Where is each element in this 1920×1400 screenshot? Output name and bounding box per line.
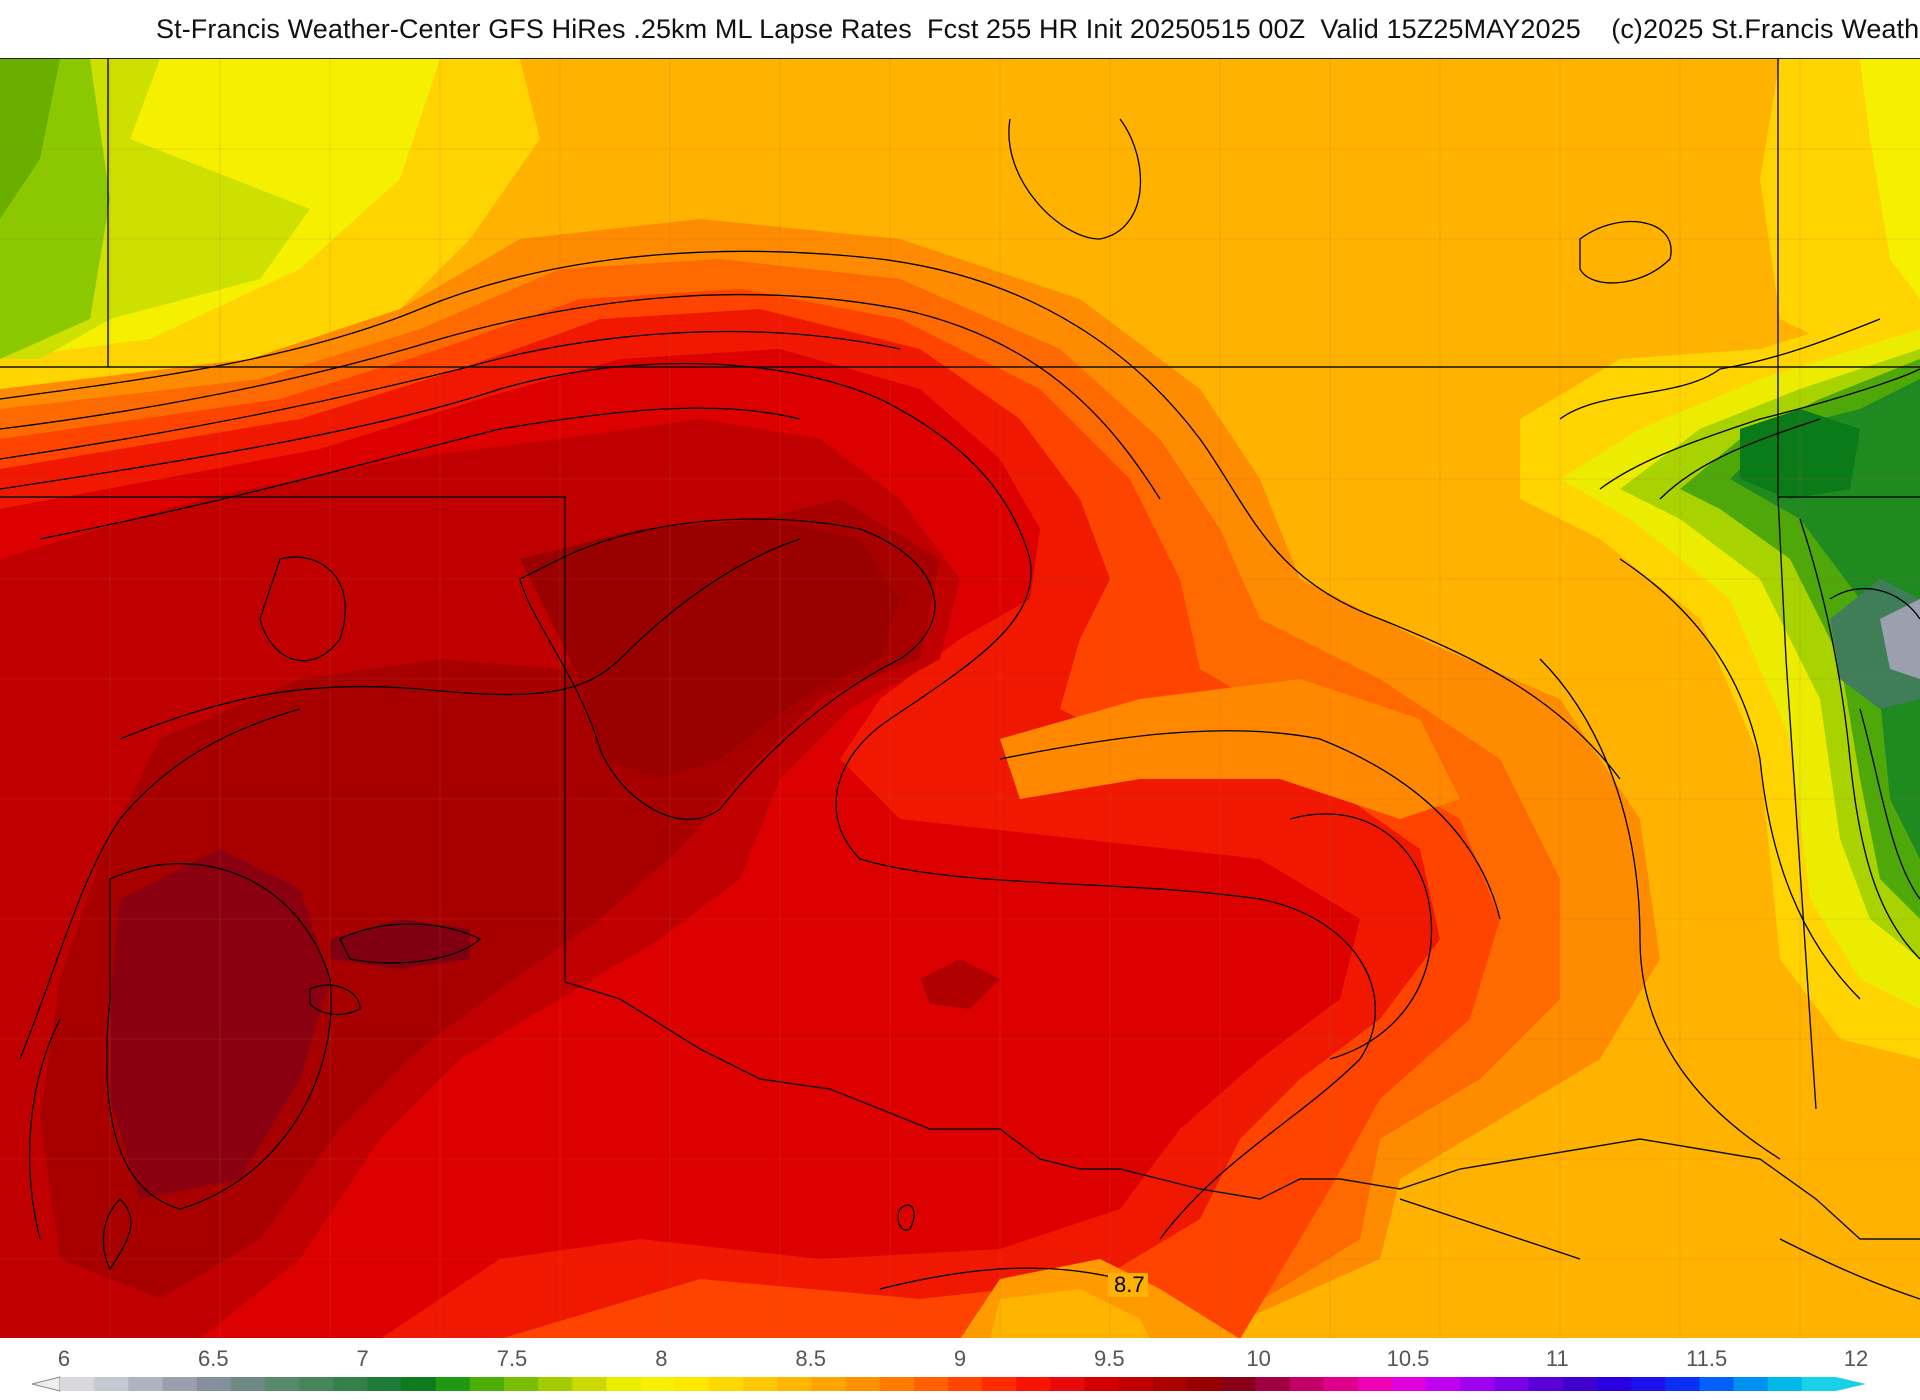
colorbar-swatch: [333, 1377, 368, 1391]
colorbar-swatch: [1733, 1377, 1769, 1391]
colorbar-swatch: [162, 1377, 198, 1391]
colorbar-swatch: [811, 1377, 847, 1391]
map-canvas: 8.7: [0, 59, 1920, 1339]
colorbar-tick-label: 11: [1545, 1346, 1569, 1371]
colorbar-swatch: [1665, 1377, 1700, 1391]
colorbar-tick-label: 11.5: [1686, 1346, 1728, 1371]
colorbar-swatch: [1152, 1377, 1188, 1391]
colorbar-swatch: [743, 1377, 778, 1391]
colorbar: 6 6.5 7 7.5 8 8.5 9 9.5 10 10.5 11 11.5 12: [0, 1338, 1920, 1400]
contour-label-bg: [1108, 1273, 1148, 1297]
colorbar-swatch: [982, 1377, 1017, 1391]
colorbar-swatch: [1631, 1377, 1666, 1391]
lapse-rate-map: 8.7: [0, 58, 1920, 1340]
colorbar-tick-label: 12: [1843, 1346, 1869, 1371]
colorbar-swatch: [504, 1377, 539, 1391]
colorbar-swatch: [879, 1377, 915, 1391]
colorbar-swatch: [196, 1377, 232, 1391]
colorbar-swatch: [674, 1377, 710, 1391]
maroon-core-sw: [110, 849, 330, 1199]
colorbar-swatch: [1392, 1377, 1427, 1391]
map-title: St-Francis Weather-Center GFS HiRes .25k…: [156, 14, 1920, 44]
colorbar-tick-label: 8.5: [795, 1346, 826, 1371]
title-bar: St-Francis Weather-Center GFS HiRes .25k…: [0, 0, 1920, 58]
ne-bright-yellow-region: [1860, 59, 1920, 299]
colorbar-swatch: [1767, 1377, 1803, 1391]
colorbar-tick-label: 10.5: [1386, 1346, 1430, 1371]
contour-label: 8.7: [1114, 1272, 1145, 1297]
colorbar-swatch: [845, 1377, 881, 1391]
colorbar-swatch: [606, 1377, 642, 1391]
colorbar-tick-label: 7.5: [496, 1346, 528, 1371]
colorbar-swatch: [1528, 1377, 1564, 1391]
nw-dark-green-region: [0, 59, 60, 219]
contour-lines: [0, 118, 1920, 1300]
colorbar-swatch: [1562, 1377, 1598, 1391]
colorbar-swatch: [94, 1377, 129, 1391]
colorbar-swatch: [913, 1377, 949, 1391]
colorbar-swatch: [1323, 1377, 1359, 1391]
colorbar-swatch: [1255, 1377, 1291, 1391]
state-borders: [0, 59, 1920, 1240]
colorbar-swatch: [264, 1377, 300, 1391]
colorbar-swatch: [128, 1377, 163, 1391]
colorbar-swatch: [60, 1377, 95, 1391]
colorbar-swatch: [948, 1377, 983, 1391]
e-grey-blob: [1880, 599, 1920, 679]
colorbar-swatch: [640, 1377, 676, 1391]
colorbar-swatch: [572, 1377, 607, 1391]
colorbar-swatch: [708, 1377, 744, 1391]
east-center-orange-tongue: [1000, 679, 1460, 819]
colorbar-swatch: [1426, 1377, 1461, 1391]
colorbar-swatch: [1699, 1377, 1735, 1391]
colorbar-swatch: [1460, 1377, 1495, 1391]
colorbar-swatch: [230, 1377, 266, 1391]
colorbar-swatch: [1289, 1377, 1325, 1391]
colorbar-swatch: [1221, 1377, 1256, 1391]
colorbar-swatch: [469, 1377, 505, 1391]
colorbar-swatch: [401, 1377, 437, 1391]
colorbar-swatch: [538, 1377, 573, 1391]
colorbar-swatch: [1118, 1377, 1154, 1391]
dark-red-blob-south: [920, 959, 1000, 1009]
colorbar-tick-label: 9: [953, 1346, 967, 1371]
south-light-orange-patch: [990, 1289, 1150, 1339]
colorbar-tick-label: 7: [356, 1346, 369, 1371]
colorbar-tick-label: 10: [1246, 1346, 1271, 1371]
colorbar-swatch: [1494, 1377, 1530, 1391]
colorbar-swatch: [435, 1377, 471, 1391]
colorbar-swatch: [1016, 1377, 1051, 1391]
colorbar-right-arrow: [1836, 1377, 1866, 1391]
colorbar-swatch: [367, 1377, 403, 1391]
colorbar-swatch: [777, 1377, 812, 1391]
colorbar-tick-label: 8: [655, 1346, 668, 1371]
county-grid: [0, 59, 1920, 1339]
colorbar-swatch: [1084, 1377, 1120, 1391]
e-deep-green-blob: [1740, 409, 1860, 499]
colorbar-swatch: [1357, 1377, 1393, 1391]
darkest-red-core-north: [520, 519, 900, 779]
colorbar-swatch: [1187, 1377, 1222, 1391]
colorbar-strip: [31, 1376, 1866, 1392]
colorbar-tick-label: 6: [57, 1346, 71, 1371]
colorbar-swatch: [1801, 1377, 1837, 1391]
colorbar-swatch: [1050, 1377, 1086, 1391]
colorbar-left-arrow: [31, 1376, 61, 1392]
colorbar-tick-label: 6.5: [198, 1346, 229, 1371]
colorbar-swatch: [1596, 1377, 1632, 1391]
colorbar-tick-label: 9.5: [1094, 1346, 1125, 1371]
maroon-blob-mid: [330, 919, 470, 969]
colorbar-swatch: [299, 1377, 334, 1391]
